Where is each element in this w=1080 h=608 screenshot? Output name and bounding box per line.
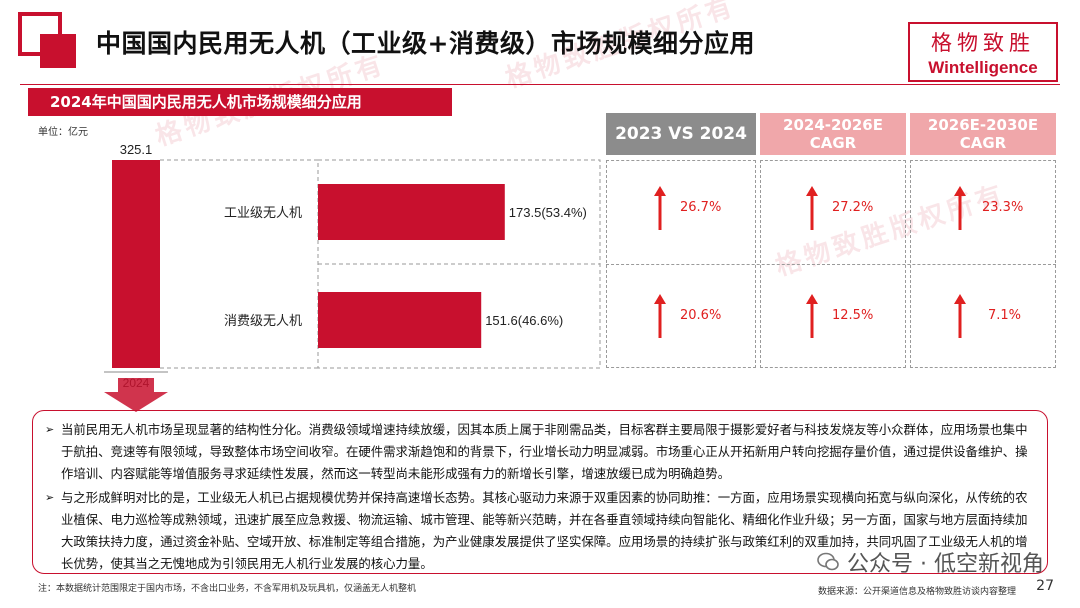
chart-banner: 2024年中国国内民用无人机市场规模细分应用 (28, 88, 452, 116)
bullet-arrow-icon: ➢ (45, 491, 55, 504)
up-arrow-icon (806, 294, 818, 338)
table-cell-value: 26.7% (680, 200, 722, 215)
table-header-cagr-2024-2026: 2024-2026E CAGR (760, 113, 906, 155)
segment-value-label: 151.6(46.6%) (485, 313, 563, 328)
analysis-notes: ➢ 当前民用无人机市场呈现显著的结构性分化。消费级领域增速持续放缓，因其本质上属于… (32, 410, 1048, 574)
page-title: 中国国内民用无人机（工业级+消费级）市场规模细分应用 (96, 29, 755, 58)
table-header-yoy: 2023 VS 2024 (606, 113, 756, 155)
wechat-attribution: 公众号 · 低空新视角 (817, 546, 1044, 578)
segment-category-label: 消费级无人机 (224, 314, 302, 329)
logo-squares (18, 12, 76, 68)
wechat-label: 公众号 · 低空新视角 (847, 552, 1044, 577)
segment-value-label: 173.5(53.4%) (509, 205, 587, 220)
footnote: 注：本数据统计范围限定于国内市场，不含出口业务，不含军用机及玩具机，仅涵盖无人机… (38, 584, 417, 594)
title-divider (20, 84, 1060, 85)
table-cell-value: 7.1% (988, 308, 1022, 323)
table-cell-value: 12.5% (832, 308, 874, 323)
table-cell-value: 27.2% (832, 200, 874, 215)
note-paragraph: ➢ 与之形成鲜明对比的是，工业级无人机已占据规模优势并保持高速增长态势。其核心驱动… (45, 487, 1035, 575)
up-arrow-icon (954, 294, 966, 338)
data-source: 数据来源：公开渠道信息及格物致胜访谈内容整理 (817, 587, 1016, 597)
brand-name-en: Wintelligence (928, 58, 1038, 77)
note-paragraph: ➢ 当前民用无人机市场呈现显著的结构性分化。消费级领域增速持续放缓，因其本质上属于… (45, 419, 1035, 485)
segment-bar (318, 184, 505, 240)
down-arrow-icon (104, 378, 168, 412)
table-cell-value: 23.3% (982, 200, 1024, 215)
table-header-cagr-2026-2030: 2026E-2030E CAGR (910, 113, 1056, 155)
up-arrow-icon (806, 186, 818, 230)
unit-label: 单位：亿元 (38, 127, 88, 138)
total-value-label: 325.1 (120, 142, 153, 157)
up-arrow-icon (954, 186, 966, 230)
page-number: 27 (1036, 578, 1054, 594)
up-arrow-icon (654, 294, 666, 338)
segment-bar (318, 292, 482, 348)
brand-name-cn: 格物致胜 (931, 31, 1035, 55)
table-row-divider (606, 264, 1056, 265)
segment-category-label: 工业级无人机 (224, 206, 302, 221)
brand-logo: 格物致胜 Wintelligence (908, 22, 1058, 82)
total-bar (112, 160, 160, 368)
bullet-arrow-icon: ➢ (45, 423, 55, 436)
up-arrow-icon (654, 186, 666, 230)
table-cell-value: 20.6% (680, 308, 722, 323)
wechat-icon (817, 552, 839, 571)
